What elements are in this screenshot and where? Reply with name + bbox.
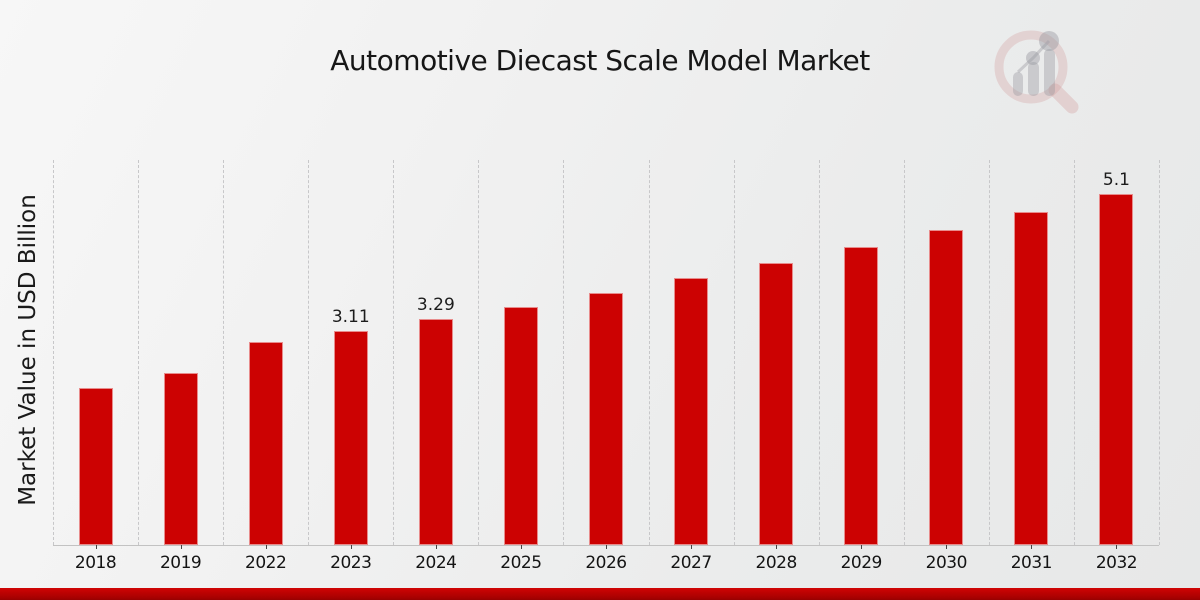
vertical-gridline (138, 160, 140, 545)
x-axis-tick (435, 545, 437, 549)
x-tick-label-2031: 2031 (1010, 553, 1053, 573)
x-tick-label-2027: 2027 (670, 553, 712, 573)
bar-value-label: 3.29 (416, 294, 455, 315)
x-tick-label-2018: 2018 (74, 553, 117, 573)
bar-2019 (163, 373, 198, 545)
chart-title: Automotive Diecast Scale Model Market (330, 44, 870, 77)
x-axis-tick (606, 545, 607, 549)
bar-value-label: 3.11 (331, 307, 370, 328)
x-axis-tick (691, 545, 693, 549)
vertical-gridline (53, 160, 54, 545)
x-tick-label-2032: 2032 (1095, 553, 1138, 573)
vertical-gridline (563, 160, 565, 545)
x-tick-label-2030: 2030 (925, 553, 968, 573)
x-axis-tick (861, 545, 863, 549)
bar-2032 (1099, 194, 1134, 545)
vertical-gridline (648, 160, 650, 545)
plot-area: 2018 2019 2022 3.11 2023 3.29 2024 2025 2026 2027… (53, 160, 1160, 573)
bar-2022 (248, 342, 283, 545)
bar-2026 (589, 293, 623, 545)
bar-value-label: 5.1 (1102, 170, 1130, 191)
vertical-gridline (733, 160, 735, 545)
bar-2025 (503, 307, 538, 545)
vertical-gridline (903, 160, 905, 545)
x-tick-label-2024: 2024 (415, 553, 457, 573)
bar-2029 (844, 247, 879, 545)
vertical-gridline (1159, 160, 1160, 545)
x-tick-label-2029: 2029 (840, 553, 883, 573)
bar-2031 (1014, 212, 1049, 545)
bar-2024 (418, 318, 453, 545)
vertical-gridline (478, 160, 480, 545)
bar-2023 (333, 331, 368, 545)
x-tick-label-2028: 2028 (755, 553, 798, 573)
x-tick-label-2023: 2023 (330, 553, 372, 573)
vertical-gridline (818, 160, 820, 545)
bottom-accent-stripe (0, 588, 1200, 600)
vertical-gridline (308, 160, 310, 545)
bar-2028 (759, 263, 794, 545)
vertical-gridline (223, 160, 225, 545)
x-axis-tick (946, 545, 948, 549)
x-tick-label-2025: 2025 (500, 553, 542, 573)
x-tick-label-2019: 2019 (159, 553, 202, 573)
vertical-gridline (393, 160, 395, 545)
x-axis-tick (1031, 545, 1033, 549)
x-axis-tick (265, 545, 267, 549)
bar-2018 (78, 387, 113, 545)
x-axis-tick (95, 545, 97, 549)
y-axis-label: Market Value in USD Billion (15, 194, 41, 506)
x-tick-label-2026: 2026 (585, 553, 627, 573)
vertical-gridline (988, 160, 990, 545)
x-axis-tick (350, 545, 352, 549)
bar-2027 (674, 278, 709, 545)
vertical-gridline (1073, 160, 1075, 545)
x-axis-tick (776, 545, 778, 549)
x-axis-tick (180, 545, 182, 549)
magnifier-bar-chart-logo-icon (994, 30, 1079, 114)
bar-2030 (929, 230, 964, 545)
x-tick-label-2022: 2022 (245, 553, 287, 573)
x-axis-tick (520, 545, 522, 549)
x-axis-tick (1116, 545, 1118, 549)
